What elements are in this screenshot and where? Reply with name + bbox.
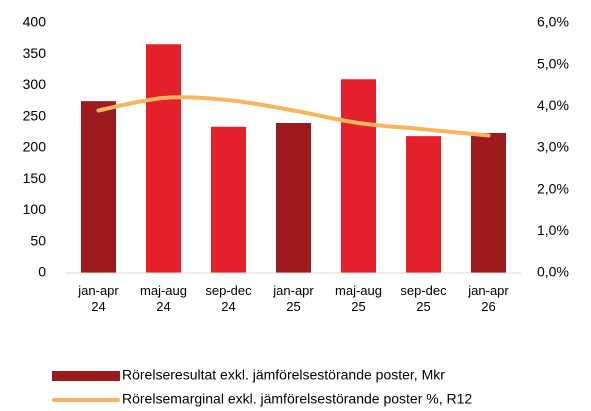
x-tick-label: sep-dec 24 <box>205 283 252 314</box>
y-tick-label: 400 <box>23 14 47 30</box>
bar <box>341 79 376 273</box>
x-tick-line: sep-dec <box>205 283 252 298</box>
y-tick-label: 50 <box>30 232 46 248</box>
x-tick-line: 26 <box>481 299 495 314</box>
x-tick-line: 24 <box>221 299 235 314</box>
y-tick-label: 0 <box>38 264 46 280</box>
bar <box>211 126 246 273</box>
line <box>96 95 491 138</box>
y-tick-label: 350 <box>23 45 47 61</box>
y-tick-label: 250 <box>23 107 47 123</box>
y-tick-label: 100 <box>23 201 47 217</box>
y2-tick-label: 2,0% <box>537 180 569 196</box>
x-tick-line: jan-apr <box>77 283 119 298</box>
legend-label: Rörelsemarginal exkl. jämförelsestörande… <box>122 391 472 407</box>
x-tick-line: maj-aug <box>335 283 382 298</box>
y-tick-label: 150 <box>23 170 47 186</box>
x-tick-line: 25 <box>351 299 365 314</box>
x-tick-line: 24 <box>91 299 105 314</box>
legend-swatch <box>52 371 120 381</box>
bar <box>276 123 311 273</box>
bar <box>146 44 181 273</box>
y-tick-label: 300 <box>23 76 47 92</box>
x-tick-label: maj-aug 24 <box>140 283 187 314</box>
bar <box>81 101 116 273</box>
x-tick-label: jan-apr 25 <box>272 283 314 314</box>
y2-tick-label: 6,0% <box>537 14 569 30</box>
y2-tick-label: 5,0% <box>537 55 569 71</box>
x-tick-label: sep-dec 25 <box>400 283 447 314</box>
x-tick-line: 25 <box>286 299 300 314</box>
y2-tick-label: 3,0% <box>537 139 569 155</box>
x-tick-label: jan-apr 26 <box>467 283 509 314</box>
x-tick-label: maj-aug 25 <box>335 283 382 314</box>
x-tick-line: sep-dec <box>400 283 447 298</box>
bar <box>471 133 506 273</box>
x-tick-line: 24 <box>156 299 170 314</box>
x-tick-label: jan-apr 24 <box>77 283 119 314</box>
y-tick-label: 200 <box>23 139 47 155</box>
y2-tick-label: 4,0% <box>537 97 569 113</box>
legend-label: Rörelseresultat exkl. jämförelsestörande… <box>122 367 445 383</box>
x-tick-line: jan-apr <box>467 283 509 298</box>
x-tick-line: maj-aug <box>140 283 187 298</box>
x-tick-line: 25 <box>416 299 430 314</box>
y2-tick-label: 0,0% <box>537 264 569 280</box>
bar <box>406 136 441 273</box>
y2-tick-label: 1,0% <box>537 222 569 238</box>
x-tick-line: jan-apr <box>272 283 314 298</box>
